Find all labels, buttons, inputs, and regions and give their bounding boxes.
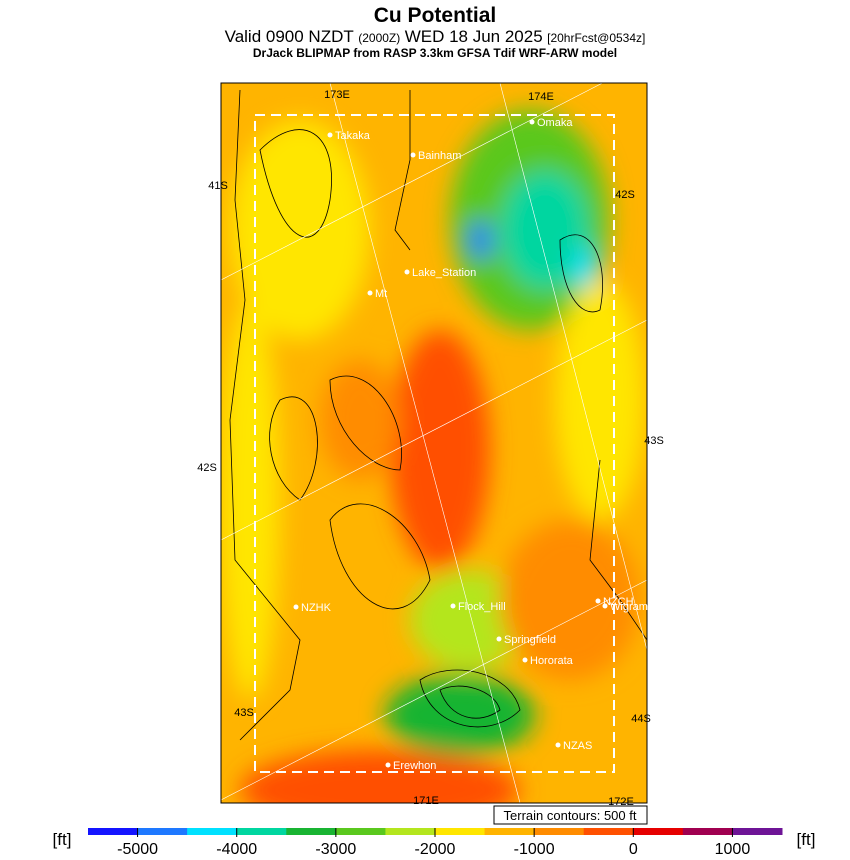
place-label: Hororata	[530, 655, 574, 667]
place-dot	[450, 603, 456, 609]
place-label: Erewhon	[393, 760, 436, 772]
utc: (2000Z)	[358, 31, 400, 45]
colorbar-swatch	[534, 828, 585, 835]
place-label: Springfield	[504, 634, 556, 646]
colorbar-swatch	[633, 828, 684, 835]
terrain-note: Terrain contours: 500 ft	[504, 808, 637, 823]
grid-labels: 173E 174E 41S 42S 42S 43S 43S 44S 171E 172E	[197, 89, 664, 808]
colorbar-tick-label: -2000	[415, 841, 456, 858]
place-label: Omaka	[537, 117, 573, 129]
grid-label: 41S	[208, 180, 228, 192]
place-label: Wigram	[610, 601, 648, 613]
grid-label: 44S	[631, 713, 651, 725]
place-dot	[522, 657, 528, 663]
grid-label: 171E	[413, 795, 439, 807]
place-dot	[385, 762, 391, 768]
grid-label: 172E	[608, 796, 634, 808]
colorbar-swatch	[385, 828, 436, 835]
colorbar: -5000 -4000 -3000 -2000 -1000 0 1000	[88, 828, 783, 858]
colorbar-swatch	[137, 828, 188, 835]
place-dot	[293, 604, 299, 610]
place-dot	[367, 290, 373, 296]
place-label: NZAS	[563, 740, 592, 752]
place-dot	[404, 269, 410, 275]
colorbar-swatch	[88, 828, 139, 835]
colorbar-swatch	[682, 828, 733, 835]
place-dot	[602, 603, 608, 609]
colorbar-swatch	[484, 828, 535, 835]
terrain-box	[493, 805, 648, 825]
model: DrJack BLIPMAP from RASP 3.3km GFSA Tdif…	[253, 46, 617, 60]
colorbar-tick-label: -3000	[315, 841, 356, 858]
place-dot	[595, 598, 601, 604]
forecast: [20hrFcst@0534z]	[547, 31, 645, 45]
unit-left: [ft]	[53, 830, 72, 849]
colorbar-tick-label: -5000	[117, 841, 158, 858]
colorbar-swatch	[187, 828, 238, 835]
colorbar-swatch	[335, 828, 386, 835]
place-dot	[327, 132, 333, 138]
grid-label: 42S	[197, 462, 217, 474]
colorbar-swatch	[236, 828, 287, 835]
place-label: Lake_Station	[412, 267, 476, 279]
colorbar-tick-label: -1000	[514, 841, 555, 858]
grid-label: 42S	[615, 189, 635, 201]
colorbar-swatch	[732, 828, 783, 835]
place-label: Flock_Hill	[458, 601, 506, 613]
grid-label: 43S	[234, 707, 254, 719]
colorbar-swatch	[286, 828, 337, 835]
place-label: Takaka	[335, 130, 371, 142]
colorbar-tick-label: 1000	[715, 841, 751, 858]
colorbar-swatch	[435, 828, 486, 835]
colorbar-swatch	[583, 828, 634, 835]
valid: Valid 0900 NZDT	[225, 27, 354, 46]
grid-label: 173E	[324, 89, 350, 101]
places: Takaka Bainham Omaka Lake_Station Mt NZHK Floc…	[293, 117, 648, 772]
colorbar-tick-label: 0	[629, 841, 638, 858]
place-dot	[410, 152, 416, 158]
grid-label: 43S	[644, 435, 664, 447]
colorbar-tick-label: -4000	[216, 841, 257, 858]
unit-right: [ft]	[797, 830, 816, 849]
map-field	[221, 83, 647, 803]
place-dot	[555, 742, 561, 748]
place-label: Mt	[375, 288, 387, 300]
place-label: Bainham	[418, 150, 461, 162]
place-dot	[496, 636, 502, 642]
place-label: NZCH	[603, 596, 634, 608]
date: WED 18 Jun 2025	[405, 27, 543, 46]
place-dot	[529, 119, 535, 125]
subtitle: Valid 0900 NZDT (2000Z) WED 18 Jun 2025 …	[225, 27, 646, 46]
grid-label: 174E	[528, 91, 554, 103]
place-label: NZHK	[301, 602, 332, 614]
title: Cu Potential	[374, 4, 497, 27]
